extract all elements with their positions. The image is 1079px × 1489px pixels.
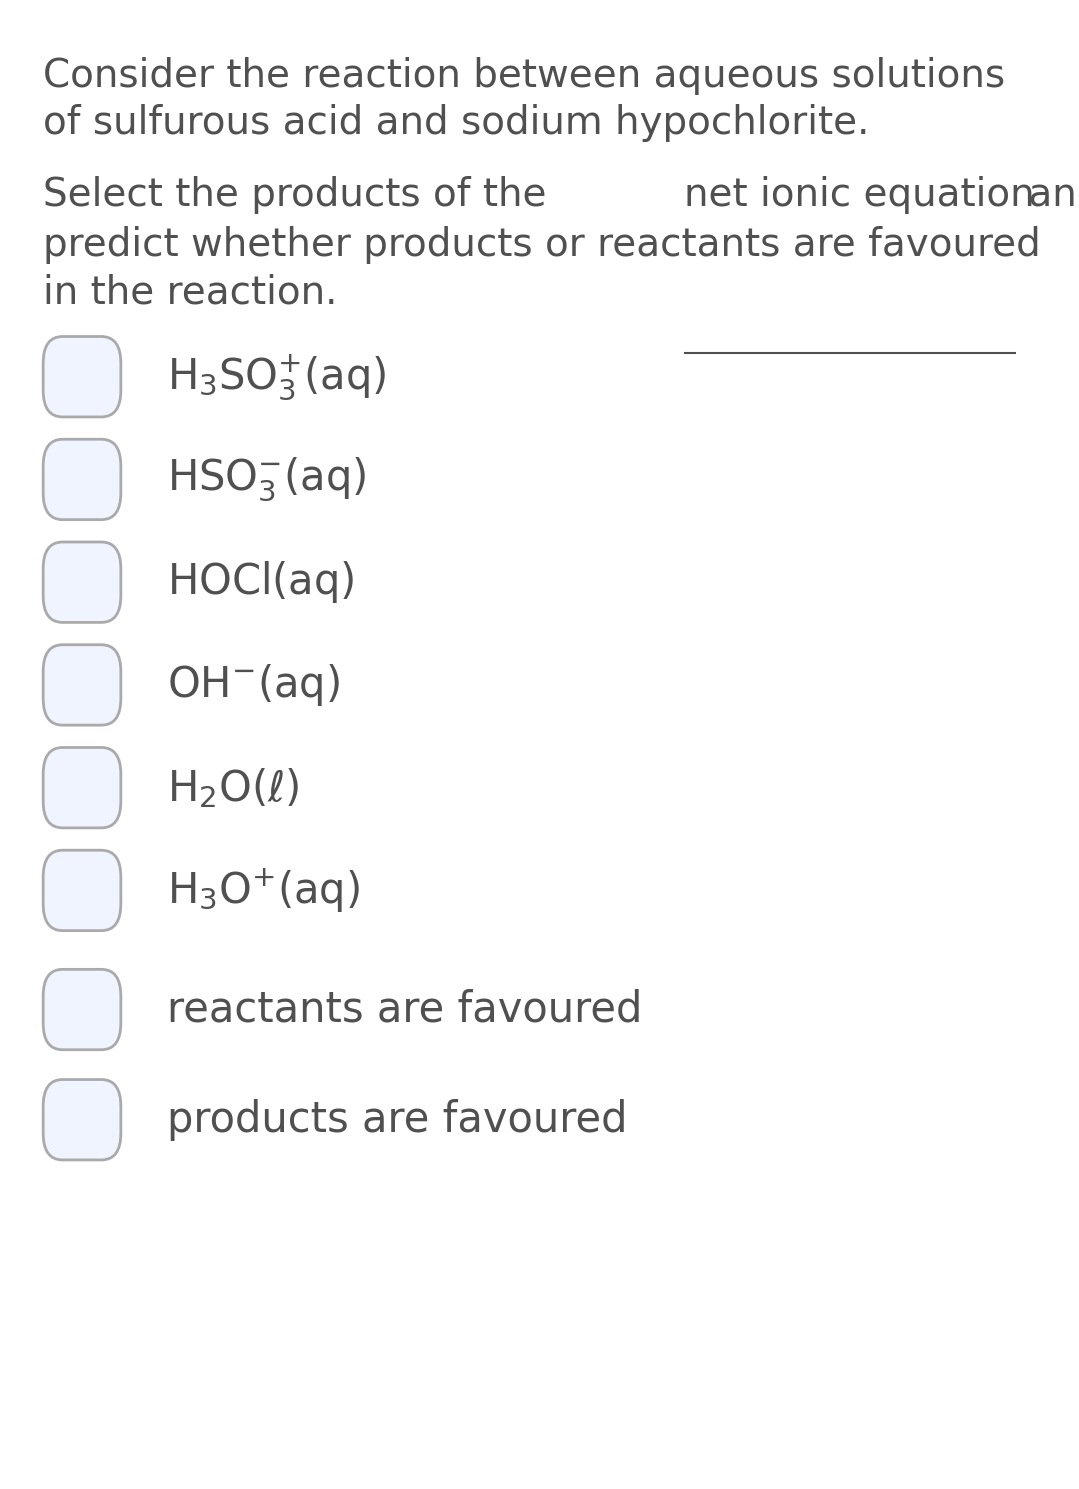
Text: net ionic equation: net ionic equation [684,176,1035,214]
FancyBboxPatch shape [43,747,121,828]
Text: Select the products of the: Select the products of the [43,176,559,214]
Text: $\mathregular{H_2O(\ell)}$: $\mathregular{H_2O(\ell)}$ [167,765,300,810]
Text: $\mathregular{H_3O^{+}(aq)}$: $\mathregular{H_3O^{+}(aq)}$ [167,867,360,914]
Text: and: and [1015,176,1079,214]
FancyBboxPatch shape [43,439,121,520]
Text: $\mathregular{OH^{-}(aq)}$: $\mathregular{OH^{-}(aq)}$ [167,663,340,707]
FancyBboxPatch shape [43,1080,121,1160]
Text: of sulfurous acid and sodium hypochlorite.: of sulfurous acid and sodium hypochlorit… [43,104,870,143]
Text: $\mathregular{HSO_3^{-}(aq)}$: $\mathregular{HSO_3^{-}(aq)}$ [167,456,367,503]
Text: reactants are favoured: reactants are favoured [167,989,643,1030]
FancyBboxPatch shape [43,645,121,725]
FancyBboxPatch shape [43,850,121,931]
Text: in the reaction.: in the reaction. [43,274,338,313]
Text: $\mathregular{H_3SO_3^{+}(aq)}$: $\mathregular{H_3SO_3^{+}(aq)}$ [167,351,386,402]
Text: $\mathregular{HOCl(aq)}$: $\mathregular{HOCl(aq)}$ [167,560,355,605]
FancyBboxPatch shape [43,337,121,417]
Text: Consider the reaction between aqueous solutions: Consider the reaction between aqueous so… [43,57,1006,95]
FancyBboxPatch shape [43,542,121,622]
Text: predict whether products or reactants are favoured: predict whether products or reactants ar… [43,226,1041,265]
FancyBboxPatch shape [43,969,121,1050]
Text: products are favoured: products are favoured [167,1099,628,1141]
